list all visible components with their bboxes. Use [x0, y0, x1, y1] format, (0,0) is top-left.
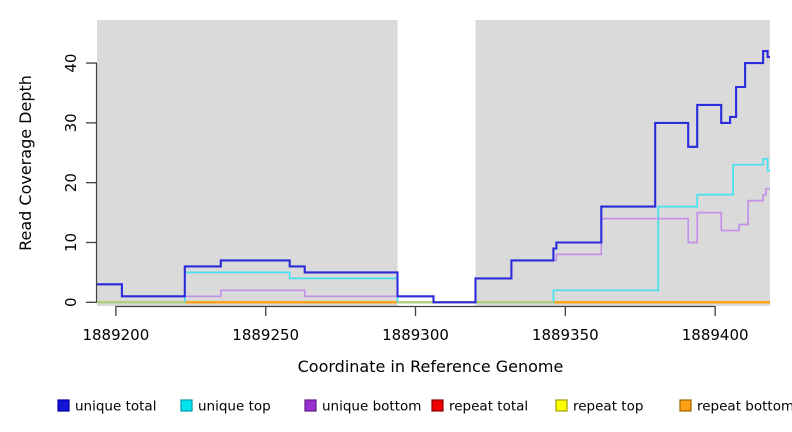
legend-swatch-repeat-bottom [679, 399, 692, 412]
x-tick-label: 1889400 [682, 326, 749, 344]
legend-label-repeat-bottom: repeat bottom [697, 399, 792, 415]
legend-swatch-unique-bottom [304, 399, 317, 412]
y-tick-label: 0 [62, 298, 80, 308]
legend-label-unique-total: unique total [75, 399, 156, 415]
x-tick-label: 1889250 [232, 326, 299, 344]
y-axis-title: Read Coverage Depth [16, 75, 35, 251]
legend-swatch-repeat-top [555, 399, 568, 412]
x-tick-label: 1889300 [382, 326, 449, 344]
series-unique-total [97, 50, 770, 304]
y-tick-label: 30 [62, 113, 80, 132]
legend-swatch-repeat-total [431, 399, 444, 412]
masked-region-band [397, 20, 476, 306]
legend-label-repeat-total: repeat total [449, 399, 528, 415]
legend-label-repeat-top: repeat top [573, 399, 643, 415]
series-unique-top [97, 157, 770, 304]
x-tick-label: 1889200 [82, 326, 149, 344]
x-tick-label: 1889350 [532, 326, 599, 344]
legend-label-unique-bottom: unique bottom [322, 399, 421, 415]
legend-swatch-unique-top [180, 399, 193, 412]
y-tick-label: 20 [62, 173, 80, 192]
y-tick-label: 10 [62, 233, 80, 252]
y-tick-label: 40 [62, 54, 80, 73]
legend-label-unique-top: unique top [198, 399, 271, 415]
x-axis-title: Coordinate in Reference Genome [298, 357, 564, 376]
legend-swatch-unique-total [57, 399, 70, 412]
